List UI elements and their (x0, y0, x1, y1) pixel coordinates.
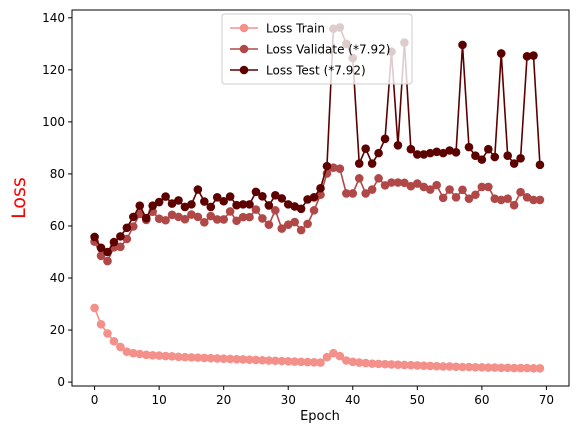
data-point (510, 201, 519, 210)
data-point (361, 144, 370, 153)
data-point (245, 213, 254, 222)
data-point (439, 194, 448, 203)
data-point (103, 248, 112, 257)
x-tick-label: 50 (410, 393, 425, 407)
data-point (323, 162, 332, 171)
y-axis-label: Loss (8, 177, 30, 219)
data-point (445, 185, 454, 194)
data-point (536, 161, 545, 170)
data-point (348, 189, 357, 198)
data-point (529, 51, 538, 60)
data-point (226, 207, 235, 216)
y-tick-label: 100 (42, 115, 65, 129)
y-tick-label: 40 (50, 271, 65, 285)
data-point (200, 218, 209, 227)
data-point (297, 226, 306, 235)
data-point (206, 203, 215, 212)
legend-swatch-marker (240, 24, 249, 33)
y-tick-label: 20 (50, 323, 65, 337)
legend-swatch-marker (240, 66, 249, 75)
data-point (432, 181, 441, 190)
data-point (316, 184, 325, 193)
data-point (516, 154, 525, 163)
data-point (368, 185, 377, 194)
y-tick-label: 120 (42, 63, 65, 77)
data-point (484, 145, 493, 154)
data-point (194, 185, 203, 194)
data-point (142, 214, 151, 223)
x-tick-label: 10 (151, 393, 166, 407)
data-point (297, 204, 306, 213)
data-point (258, 214, 267, 223)
data-point (368, 159, 377, 168)
y-tick-label: 0 (57, 375, 65, 389)
data-point (90, 233, 99, 242)
x-tick-label: 30 (281, 393, 296, 407)
x-tick-label: 70 (539, 393, 554, 407)
x-tick-label: 60 (474, 393, 489, 407)
data-point (258, 192, 267, 201)
data-point (245, 200, 254, 209)
data-point (110, 238, 119, 247)
legend-label: Loss Train (266, 22, 325, 36)
data-point (110, 337, 119, 346)
legend-swatch-marker (240, 45, 249, 54)
y-tick-label: 140 (42, 11, 65, 25)
data-point (265, 201, 274, 210)
data-point (484, 183, 493, 192)
data-point (355, 174, 364, 183)
y-tick-label: 80 (50, 167, 65, 181)
data-point (135, 201, 144, 210)
data-point (303, 220, 312, 229)
data-point (458, 186, 467, 195)
data-point (97, 320, 106, 329)
x-tick-label: 20 (216, 393, 231, 407)
data-point (381, 135, 390, 144)
data-point (536, 364, 545, 373)
legend-label: Loss Test (*7.92) (266, 64, 366, 78)
data-point (310, 206, 319, 215)
data-point (290, 218, 299, 227)
data-point (90, 304, 99, 313)
x-tick-label: 40 (345, 393, 360, 407)
data-point (497, 49, 506, 58)
data-point (478, 155, 487, 164)
data-point (394, 141, 403, 150)
data-point (536, 196, 545, 205)
data-point (490, 153, 499, 162)
data-point (355, 159, 364, 168)
data-point (452, 193, 461, 202)
data-point (103, 257, 112, 266)
data-point (374, 174, 383, 183)
data-point (277, 194, 286, 203)
data-point (465, 143, 474, 152)
legend: Loss Train Loss Validate (*7.92) Loss Test… (222, 14, 412, 84)
data-point (103, 329, 112, 338)
data-point (503, 151, 512, 160)
data-point (129, 213, 138, 222)
data-point (503, 194, 512, 203)
data-point (374, 149, 383, 158)
x-tick-label: 0 (91, 393, 99, 407)
data-point (116, 232, 125, 241)
data-point (226, 192, 235, 201)
data-point (336, 164, 345, 173)
data-point (471, 190, 480, 199)
data-point (187, 200, 196, 209)
data-point (174, 196, 183, 205)
legend-label: Loss Validate (*7.92) (266, 43, 390, 57)
data-point (265, 220, 274, 229)
x-axis-label: Epoch (300, 409, 340, 424)
data-point (452, 148, 461, 157)
data-point (310, 193, 319, 202)
data-point (458, 41, 467, 50)
data-point (219, 215, 228, 224)
data-point (123, 223, 132, 232)
data-point (161, 192, 170, 201)
y-tick-label: 60 (50, 219, 65, 233)
